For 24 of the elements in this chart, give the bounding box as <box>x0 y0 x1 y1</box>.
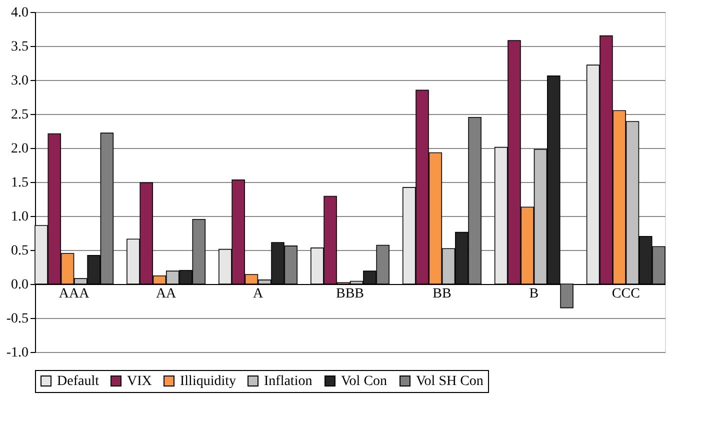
y-tick-label: -0.5 <box>6 312 28 326</box>
y-tick-label: 3.0 <box>11 74 28 88</box>
x-tick-label: B <box>529 286 539 302</box>
y-tick-label: 1.5 <box>11 176 28 190</box>
legend-label: Vol Con <box>341 374 388 389</box>
y-tick-label: 2.0 <box>11 142 28 156</box>
x-tick-label: AAA <box>58 286 90 302</box>
y-tick-label: -1.0 <box>6 346 28 360</box>
legend-label: Inflation <box>264 374 312 389</box>
y-tick-label: 4.0 <box>11 6 28 20</box>
legend-label: VIX <box>127 374 152 389</box>
y-tick-label: 0.5 <box>11 244 28 258</box>
y-tick-label: 1.0 <box>11 210 28 224</box>
x-tick-label: AA <box>156 286 178 302</box>
y-tick-label: 2.5 <box>11 108 28 122</box>
y-tick-label: 3.5 <box>11 40 28 54</box>
legend-label: Illiquidity <box>180 374 236 389</box>
legend-label: Vol SH Con <box>416 374 484 389</box>
x-tick-label: A <box>252 286 264 302</box>
x-tick-label: CCC <box>612 286 640 302</box>
y-tick-label: 0.0 <box>11 278 28 292</box>
x-tick-label: BBB <box>336 286 364 302</box>
x-tick-label: BB <box>432 286 452 302</box>
legend-label: Default <box>57 374 100 389</box>
